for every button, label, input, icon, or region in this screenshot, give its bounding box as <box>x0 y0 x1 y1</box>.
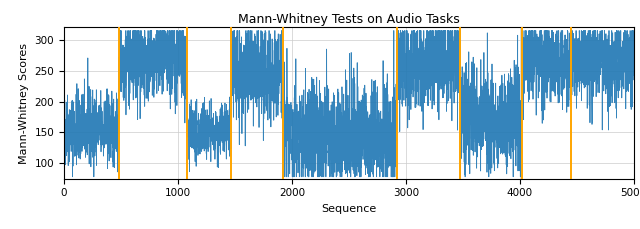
X-axis label: Sequence: Sequence <box>321 204 376 214</box>
Title: Mann-Whitney Tests on Audio Tasks: Mann-Whitney Tests on Audio Tasks <box>238 13 460 26</box>
Y-axis label: Mann-Whitney Scores: Mann-Whitney Scores <box>19 43 29 164</box>
